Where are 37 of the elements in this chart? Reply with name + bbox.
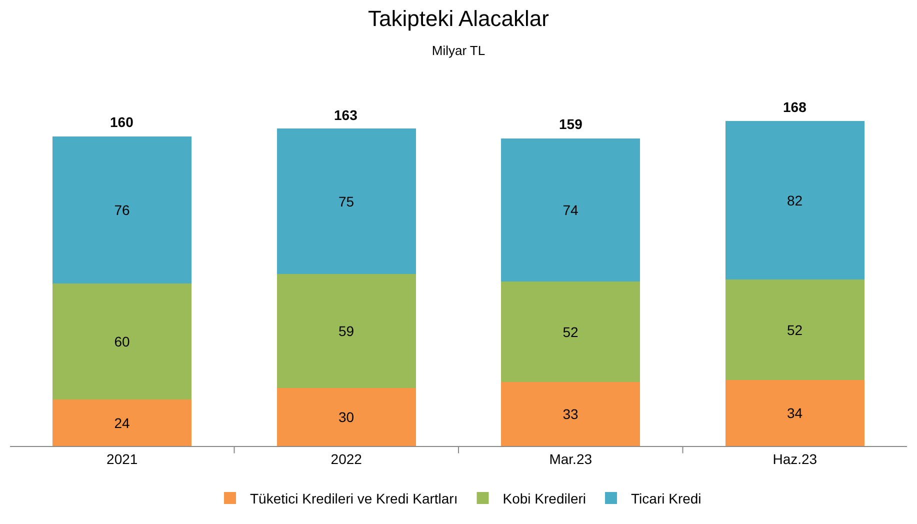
data-label: 52	[786, 322, 803, 338]
chart-title: Takipteki Alacaklar	[368, 6, 549, 32]
total-label: 168	[783, 99, 807, 115]
data-label: 74	[562, 202, 579, 218]
data-label: 60	[114, 334, 130, 350]
x-tick-label: 2021	[106, 450, 138, 467]
bar	[725, 280, 864, 380]
bar	[52, 284, 192, 400]
bar	[276, 128, 416, 274]
x-tick-label: 2022	[330, 450, 362, 467]
data-label: 82	[786, 192, 803, 208]
legend-label: Ticari Kredi	[631, 490, 702, 506]
x-tick-label: Mar.23	[549, 450, 592, 467]
bar	[501, 282, 640, 382]
data-label: 52	[562, 324, 579, 340]
bar	[725, 121, 864, 280]
bar	[276, 274, 416, 388]
total-label: 160	[110, 114, 134, 130]
legend-label: Kobi Kredileri	[502, 490, 586, 506]
total-label: 159	[559, 116, 583, 132]
x-tick-label: Haz.23	[772, 450, 818, 467]
total-label: 163	[334, 107, 358, 123]
bar	[52, 136, 192, 284]
data-label: 30	[338, 408, 354, 425]
bar	[501, 138, 640, 282]
data-label: 24	[114, 414, 130, 431]
data-label: 34	[786, 405, 803, 422]
bar	[52, 400, 192, 446]
data-label: 33	[562, 406, 579, 422]
data-label: 76	[114, 202, 130, 218]
bar	[501, 382, 640, 446]
data-label: 59	[338, 322, 354, 339]
bar	[725, 380, 864, 446]
data-label: 75	[338, 193, 354, 210]
chart-subtitle: Milyar TL	[432, 42, 486, 58]
legend-label: Tüketici Kredileri ve Kredi Kartları	[250, 490, 458, 506]
bar	[276, 388, 416, 446]
